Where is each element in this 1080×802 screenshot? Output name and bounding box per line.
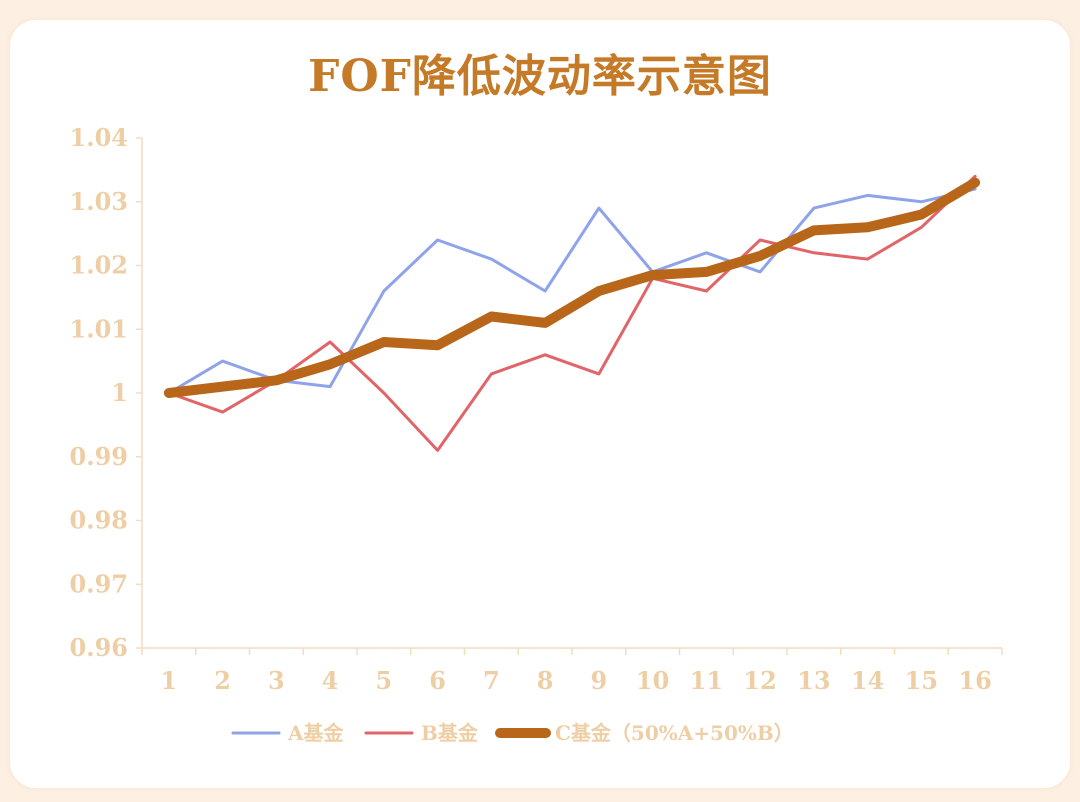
y-tick-label: 0.99	[70, 442, 128, 471]
y-tick-label: 0.97	[70, 569, 128, 598]
chart-title: FOF降低波动率示意图	[308, 51, 772, 102]
x-tick-label: 4	[322, 666, 339, 695]
y-tick-label: 1.02	[70, 251, 128, 280]
x-tick-label: 14	[851, 666, 884, 695]
x-tick-label: 15	[905, 666, 938, 695]
x-tick-label: 3	[268, 666, 285, 695]
x-tick-label: 9	[591, 666, 608, 695]
y-tick-label: 1	[111, 378, 128, 407]
x-tick-label: 13	[797, 666, 830, 695]
x-tick-label: 5	[376, 666, 393, 695]
x-tick-label: 8	[537, 666, 554, 695]
x-tick-label: 16	[958, 666, 991, 695]
y-tick-label: 1.03	[70, 187, 128, 216]
x-tick-label: 7	[483, 666, 500, 695]
x-tick-label: 11	[690, 666, 723, 695]
series-line-2	[167, 174, 977, 452]
legend-label-1: A基金	[287, 721, 345, 745]
x-tick-label: 10	[636, 666, 669, 695]
legend-label-3: C基金（50%A+50%B）	[555, 721, 794, 745]
x-tick-label: 12	[743, 666, 776, 695]
series-line-3	[163, 177, 981, 398]
series-line-1	[167, 187, 977, 395]
y-tick-label: 1.01	[70, 314, 128, 343]
legend-label-2: B基金	[421, 721, 479, 745]
y-tick-label: 1.04	[70, 123, 128, 152]
y-tick-label: 0.98	[70, 506, 128, 535]
chart-card	[10, 20, 1070, 788]
y-tick-label: 0.96	[70, 633, 128, 662]
x-tick-label: 6	[429, 666, 446, 695]
x-tick-label: 1	[161, 666, 178, 695]
x-tick-label: 2	[214, 666, 231, 695]
